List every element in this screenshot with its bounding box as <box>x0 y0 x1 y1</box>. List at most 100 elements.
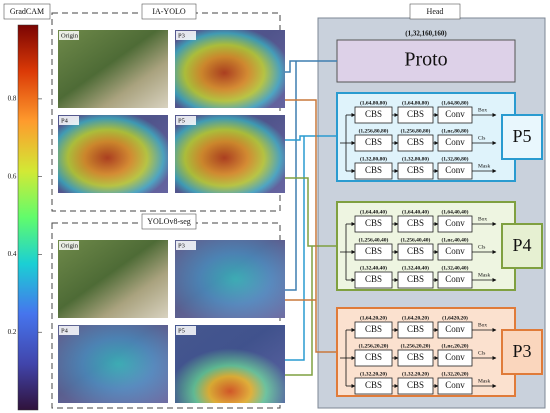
image-label: P3 <box>178 32 185 39</box>
block-label: CBS <box>407 380 424 390</box>
head-title: Head <box>427 7 444 16</box>
heatmap <box>175 325 285 403</box>
shape-label: (1,64,20,20) <box>360 314 387 321</box>
colorbar-tick-label: 0.2 <box>8 328 17 336</box>
block-label: Conv <box>445 274 465 284</box>
shape-label: (1,nc,80,80) <box>441 127 468 134</box>
panel-title: YOLOv8-seg <box>147 217 191 226</box>
output-label: Cls <box>478 135 485 141</box>
heatmap <box>175 30 285 108</box>
block-label: CBS <box>365 137 382 147</box>
block-label: CBS <box>365 246 382 256</box>
image-base <box>58 30 168 108</box>
image-label: P4 <box>61 327 69 334</box>
block-label: CBS <box>407 109 424 119</box>
image-label-box <box>176 326 196 335</box>
block-label: CBS <box>407 246 424 256</box>
colorbar-title-box <box>3 3 51 20</box>
shape-label: (1,32,80,80) <box>360 155 387 162</box>
heatmap <box>175 115 285 193</box>
image-label: P5 <box>178 117 185 124</box>
output-label: Box <box>478 216 487 222</box>
shape-label: (1,64,80,80) <box>360 99 387 106</box>
panel-title: IA-YOLO <box>152 7 186 16</box>
block-label: CBS <box>365 380 382 390</box>
shape-label: (1,32,40,40) <box>441 264 468 271</box>
block-label: Conv <box>445 109 465 119</box>
block-label: Conv <box>445 246 465 256</box>
head-group-label-box <box>501 114 543 160</box>
shape-label: (1,64,80,80) <box>402 99 429 106</box>
image-label-box <box>176 241 196 250</box>
shape-label: (1,256,20,20) <box>359 342 389 349</box>
block-label: CBS <box>365 165 382 175</box>
block-label: CBS <box>407 274 424 284</box>
heatmap <box>58 325 168 403</box>
shape-label: (1,256,80,80) <box>401 127 431 134</box>
shape-label: (1,32,40,40) <box>360 264 387 271</box>
head-group-label: P4 <box>512 235 531 255</box>
output-label: Mask <box>478 163 490 169</box>
block-label: Conv <box>445 218 465 228</box>
shape-label: (1,32,20,20) <box>360 370 387 377</box>
image-label-box <box>59 31 79 40</box>
block-label: CBS <box>407 218 424 228</box>
head-group-label: P5 <box>512 126 531 146</box>
image-label: P3 <box>178 242 185 249</box>
head-title-box <box>409 3 461 20</box>
shape-label: (1,6420,20) <box>442 314 468 321</box>
shape-label: (1,64,80,80) <box>441 99 468 106</box>
block-label: CBS <box>407 352 424 362</box>
shape-label: (1,256,40,40) <box>401 236 431 243</box>
image-label-box <box>176 31 196 40</box>
output-label: Box <box>478 322 487 328</box>
proto-shape: (1,32,160,160) <box>405 30 447 38</box>
colorbar-tick-label: 0.6 <box>8 172 17 180</box>
block-label: Conv <box>445 380 465 390</box>
block-label: CBS <box>365 274 382 284</box>
proto-label: Proto <box>404 49 447 71</box>
heatmap <box>58 115 168 193</box>
block-label: CBS <box>407 165 424 175</box>
output-label: Mask <box>478 272 490 278</box>
image-label: P5 <box>178 327 185 334</box>
block-label: CBS <box>365 324 382 334</box>
block-label: Conv <box>445 165 465 175</box>
connections <box>240 60 337 376</box>
colorbar-tick-label: 0.4 <box>8 250 17 258</box>
colorbar-title: GradCAM <box>10 7 44 16</box>
image-label: Origin <box>61 32 79 39</box>
shape-label: (1,64,40,40) <box>360 208 387 215</box>
shape-label: (1,256,80,80) <box>359 127 389 134</box>
image-label-box <box>59 241 79 250</box>
output-label: Mask <box>478 378 490 384</box>
block-label: Conv <box>445 352 465 362</box>
colorbar-tick-label: 0.8 <box>8 94 17 102</box>
image-label-box <box>176 116 196 125</box>
shape-label: (1,32,20,20) <box>441 370 468 377</box>
heatmap <box>175 240 285 318</box>
image-label-box <box>59 116 79 125</box>
output-label: Cls <box>478 350 485 356</box>
block-label: CBS <box>365 109 382 119</box>
block-label: CBS <box>365 352 382 362</box>
block-label: CBS <box>407 137 424 147</box>
shape-label: (1,64,40,40) <box>402 208 429 215</box>
head-group-label-box <box>501 329 543 375</box>
shape-label: (1,256,20,20) <box>401 342 431 349</box>
shape-label: (1,32,80,80) <box>402 155 429 162</box>
image-label: Origin <box>61 242 79 249</box>
image-label-box <box>59 326 79 335</box>
image-base <box>58 240 168 318</box>
block-label: CBS <box>365 218 382 228</box>
shape-label: (1,64,40,40) <box>441 208 468 215</box>
block-label: Conv <box>445 324 465 334</box>
shape-label: (1,256,40,40) <box>359 236 389 243</box>
panel-title-box <box>141 3 197 20</box>
panel-title-box <box>141 213 197 230</box>
block-label: CBS <box>407 324 424 334</box>
shape-label: (1,32,40,40) <box>402 264 429 271</box>
proto-box <box>336 39 516 83</box>
block-label: Conv <box>445 137 465 147</box>
